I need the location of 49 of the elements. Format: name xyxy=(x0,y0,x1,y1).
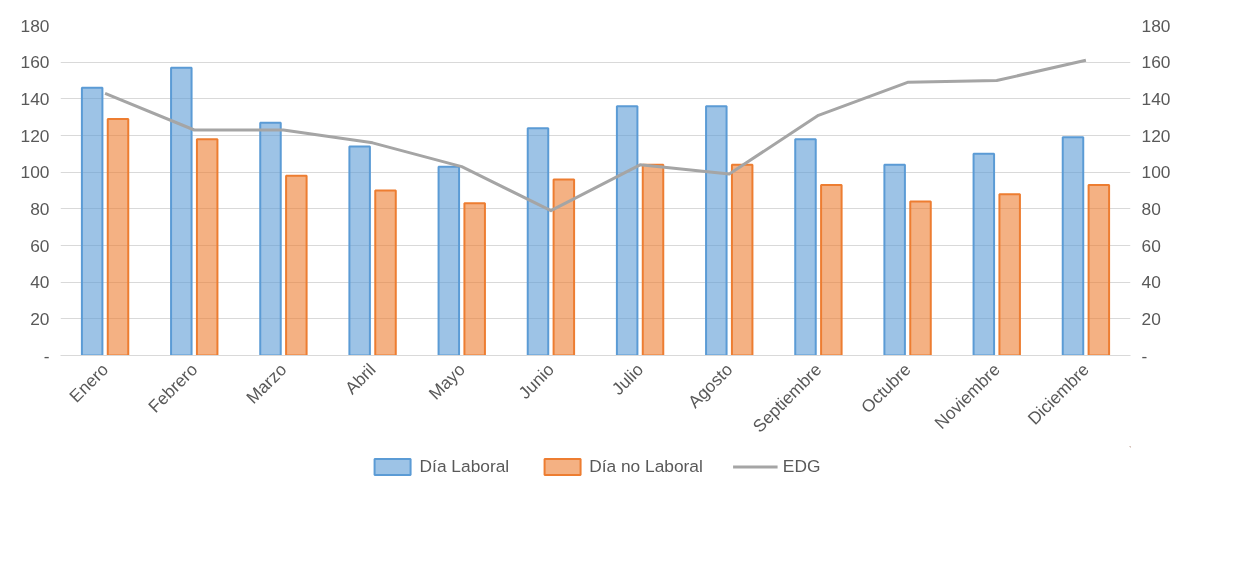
y-tick-label: 160 xyxy=(20,52,50,73)
bar xyxy=(972,152,996,356)
bar xyxy=(820,184,843,356)
bar xyxy=(259,121,282,356)
y2-tick-label: 160 xyxy=(1141,52,1171,73)
bar xyxy=(463,202,486,356)
legend-label: Día no Laboral xyxy=(589,455,703,477)
legend-label: Día Laboral xyxy=(419,455,510,477)
bar xyxy=(641,163,665,356)
bar xyxy=(552,178,576,356)
bar xyxy=(285,174,308,356)
y2-tick-label: 140 xyxy=(1141,88,1171,109)
y2-tick-label: 60 xyxy=(1141,235,1161,256)
bar xyxy=(106,118,130,356)
bar xyxy=(526,127,550,356)
y-tick-label: - xyxy=(43,345,50,366)
y-tick-label: 40 xyxy=(30,272,50,293)
legend-label: EDG xyxy=(782,455,821,477)
y2-tick-label: 180 xyxy=(1141,15,1171,36)
y-tick-label: 140 xyxy=(20,88,50,109)
y2-tick-label: 80 xyxy=(1141,198,1161,219)
bar xyxy=(170,66,193,356)
bar xyxy=(374,189,397,356)
y2-tick-label: 40 xyxy=(1141,272,1161,293)
y-tick-label: 80 xyxy=(30,198,50,219)
bar xyxy=(794,138,817,356)
y-tick-label: 120 xyxy=(20,125,50,146)
y2-tick-label: 120 xyxy=(1141,125,1171,146)
y-tick-label: 20 xyxy=(30,308,50,329)
y2-tick-label: - xyxy=(1141,345,1148,366)
line-series xyxy=(103,58,1088,213)
y-tick-label: 100 xyxy=(20,162,50,183)
bar xyxy=(998,193,1021,356)
x-tick-label: Julio xyxy=(607,359,648,399)
bar xyxy=(615,105,639,356)
bar xyxy=(195,138,219,356)
bar xyxy=(437,165,461,356)
bar xyxy=(730,163,754,356)
bar xyxy=(1087,184,1111,356)
bar xyxy=(883,163,906,356)
y-tick-label: 60 xyxy=(30,235,50,256)
y2-tick-label: 20 xyxy=(1141,308,1161,329)
bar xyxy=(80,86,104,356)
y2-tick-label: 100 xyxy=(1141,162,1171,183)
bar xyxy=(348,145,371,356)
y-tick-label: 180 xyxy=(20,15,50,36)
bar xyxy=(909,200,932,356)
bar xyxy=(705,105,728,356)
bar xyxy=(1061,136,1085,356)
